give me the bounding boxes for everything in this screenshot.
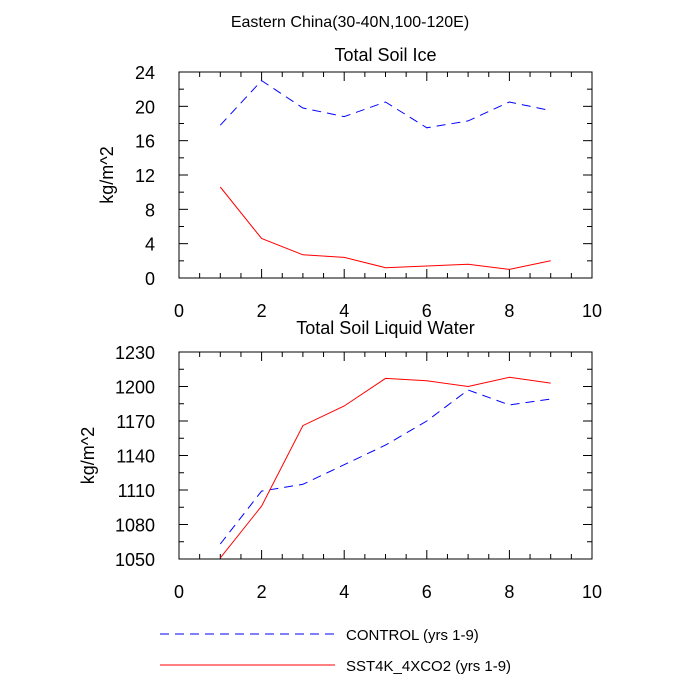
data-point [302,254,303,255]
y-tick-label: 1140 [116,447,155,467]
data-point [344,464,345,465]
y-tick-label: 12 [135,166,155,186]
data-point [550,382,551,383]
data-point [385,101,386,102]
x-tick-label: 8 [504,301,514,321]
x-tick-label: 2 [257,301,267,321]
data-point [550,110,551,111]
y-tick-label: 16 [135,132,155,152]
data-point [468,386,469,387]
data-point [302,484,303,485]
data-point [426,127,427,128]
data-point [385,267,386,268]
y-tick-label: 1080 [115,516,155,536]
data-point [385,445,386,446]
x-tick-label: 10 [582,301,602,321]
y-axis-label: kg/m^2 [97,146,117,203]
data-point [261,238,262,239]
data-point [550,260,551,261]
plot-frame [178,351,593,560]
data-point [509,269,510,270]
chart-title: Total Soil Liquid Water [296,318,474,338]
x-tick-label: 8 [504,582,514,602]
y-tick-label: 24 [135,63,155,83]
data-point [550,399,551,400]
data-point [344,405,345,406]
y-tick-label: 1170 [116,412,155,432]
data-point [261,80,262,81]
y-tick-label: 1050 [115,550,155,570]
chart-title: Total Soil Ice [334,45,436,65]
sst4k-series-line [219,186,551,270]
data-point [261,491,262,492]
data-point [468,264,469,265]
data-point [426,265,427,266]
x-tick-label: 0 [174,301,184,321]
data-point [220,543,221,544]
data-point [509,404,510,405]
data-point [261,506,262,507]
data-point [344,116,345,117]
x-tick-label: 2 [257,582,267,602]
x-tick-label: 6 [422,582,432,602]
y-tick-label: 0 [145,269,155,289]
data-point [220,186,221,187]
x-tick-label: 10 [582,582,602,602]
data-point [426,380,427,381]
legend-label: SST4K_4XCO2 (yrs 1-9) [346,658,511,675]
control-series-line [219,389,551,545]
y-tick-label: 1200 [115,378,155,398]
data-point [220,125,221,126]
data-point [220,557,221,558]
y-axis-label: kg/m^2 [78,427,98,484]
data-point [426,420,427,421]
figure-title: Eastern China(30-40N,100-120E) [231,14,469,31]
control-series-line [219,79,551,129]
x-tick-label: 0 [174,582,184,602]
legend: CONTROL (yrs 1-9) SST4K_4XCO2 (yrs 1-9) [160,627,511,675]
legend-label: CONTROL (yrs 1-9) [346,627,479,644]
data-point [344,257,345,258]
x-tick-label: 4 [339,582,349,602]
y-tick-label: 1230 [115,343,155,363]
x-tick-label: 4 [339,301,349,321]
y-tick-label: 1110 [118,481,155,501]
data-point [385,378,386,379]
y-tick-label: 4 [145,235,155,255]
data-point [302,425,303,426]
soil-liquid-water-chart: Total Soil Liquid Water 0 2 4 6 8 10 1050 1080 11… [78,318,602,602]
data-point [468,120,469,121]
data-point [302,107,303,108]
data-point [509,101,510,102]
y-tick-label: 8 [145,200,155,220]
sst4k-series-line [219,376,551,559]
data-point [509,377,510,378]
y-tick-label: 20 [135,97,155,117]
data-point [468,389,469,390]
x-tick-label: 6 [422,301,432,321]
